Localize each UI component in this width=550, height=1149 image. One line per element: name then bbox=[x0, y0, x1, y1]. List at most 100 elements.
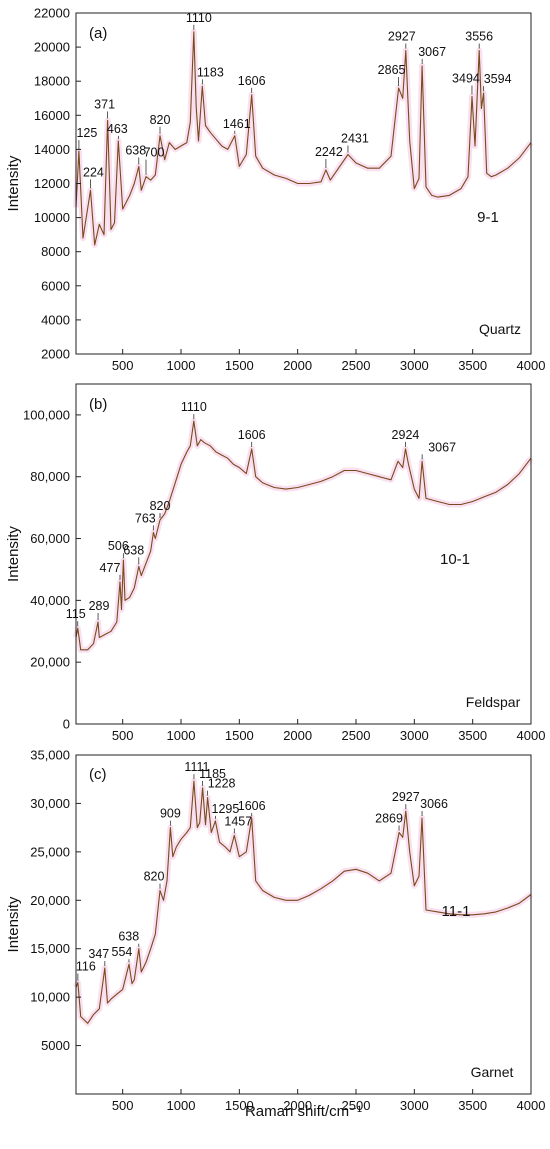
spectrum-line bbox=[75, 420, 532, 651]
peak-label: 554 bbox=[112, 945, 133, 959]
peak-label: 1110 bbox=[186, 11, 212, 25]
y-tick-label: 18000 bbox=[34, 74, 70, 89]
x-tick-label: 2000 bbox=[283, 358, 312, 373]
x-tick-label: 4000 bbox=[517, 358, 546, 373]
x-tick-label: 1500 bbox=[225, 358, 254, 373]
peak-label: 125 bbox=[76, 126, 97, 140]
y-axis-title: Intensity bbox=[5, 896, 22, 952]
y-tick-label: 80,000 bbox=[30, 469, 70, 484]
y-tick-label: 40,000 bbox=[30, 593, 70, 608]
y-tick-label: 15,000 bbox=[30, 941, 70, 956]
peak-label: 1606 bbox=[238, 799, 266, 813]
peak-label: 2242 bbox=[315, 145, 343, 159]
peak-label: 2927 bbox=[392, 790, 420, 804]
peak-label: 1606 bbox=[238, 428, 266, 442]
peak-label: 3594 bbox=[484, 72, 512, 86]
y-tick-label: 5000 bbox=[41, 1038, 70, 1053]
x-tick-label: 4000 bbox=[517, 728, 546, 743]
chart-panel-c: 500 1000 1500 2000 2500 3000 3500 4000 5000 10,00… bbox=[5, 748, 545, 1114]
sample-label: 9-1 bbox=[477, 209, 499, 226]
y-tick-label: 60,000 bbox=[30, 531, 70, 546]
peak-label: 1110 bbox=[181, 400, 207, 414]
peak-label: 638 bbox=[123, 543, 144, 557]
peak-label: 3067 bbox=[418, 45, 446, 59]
peak-label: 371 bbox=[94, 97, 115, 111]
peak-label: 2869 bbox=[375, 811, 403, 825]
peak-label: 763 bbox=[135, 511, 156, 525]
peak-label: 909 bbox=[160, 807, 181, 821]
peak-label: 638 bbox=[118, 930, 139, 944]
y-tick-label: 20,000 bbox=[30, 655, 70, 670]
y-tick-label: 4000 bbox=[41, 312, 70, 327]
sample-label: 10-1 bbox=[440, 551, 470, 568]
peak-label: 463 bbox=[107, 122, 128, 136]
peak-label: 3066 bbox=[420, 797, 448, 811]
peak-label: 289 bbox=[89, 599, 110, 613]
peak-label: 2924 bbox=[392, 428, 420, 442]
x-tick-label: 500 bbox=[112, 1098, 134, 1113]
x-tick-label: 3000 bbox=[400, 728, 429, 743]
peak-label: 3067 bbox=[428, 440, 456, 454]
peak-label: 2431 bbox=[341, 132, 369, 146]
y-axis-title: Intensity bbox=[5, 526, 22, 582]
x-axis-title: Raman shift/cm⁻¹ bbox=[245, 1103, 362, 1120]
x-tick-label: 2000 bbox=[283, 728, 312, 743]
y-tick-label: 20,000 bbox=[30, 893, 70, 908]
spectrum-glow bbox=[73, 28, 534, 248]
x-tick-label: 500 bbox=[112, 728, 134, 743]
spectrum-line bbox=[75, 31, 532, 246]
plot-frame bbox=[75, 383, 532, 725]
chart-panel-b: 500 1000 1500 2000 2500 3000 3500 4000 0 20,000 40… bbox=[5, 383, 546, 743]
peak-label: 2865 bbox=[378, 63, 406, 77]
peak-label: 2927 bbox=[388, 30, 416, 44]
y-tick-label: 22000 bbox=[34, 6, 70, 21]
peak-label: 3556 bbox=[465, 30, 493, 44]
mineral-label: Quartz bbox=[479, 321, 521, 337]
peak-label: 1111 bbox=[184, 760, 209, 774]
x-tick-label: 3500 bbox=[458, 1098, 487, 1113]
plot-frame bbox=[75, 754, 532, 1095]
peak-label: 477 bbox=[100, 561, 121, 575]
x-tick-label: 4000 bbox=[517, 1098, 546, 1113]
spectrum-glow bbox=[73, 418, 534, 653]
x-tick-label: 500 bbox=[112, 358, 134, 373]
peak-label: 347 bbox=[88, 947, 109, 961]
peak-label: 1183 bbox=[197, 65, 224, 79]
peak-label: 224 bbox=[83, 165, 104, 179]
y-tick-label: 25,000 bbox=[30, 844, 70, 859]
y-tick-label: 2000 bbox=[41, 347, 70, 362]
spectrum-line bbox=[75, 780, 532, 1024]
peak-label: 3494 bbox=[452, 72, 480, 86]
x-tick-label: 1500 bbox=[225, 728, 254, 743]
mineral-label: Feldspar bbox=[466, 694, 521, 710]
chart-panel-a: 500 1000 1500 2000 2500 3000 3500 4000 2000 4000 6… bbox=[5, 6, 545, 374]
x-tick-label: 3000 bbox=[400, 1098, 429, 1113]
peak-label: 1185 bbox=[199, 767, 226, 781]
y-tick-label: 100,000 bbox=[23, 407, 70, 422]
peak-label: 1461 bbox=[223, 117, 251, 131]
y-tick-label: 10,000 bbox=[30, 990, 70, 1005]
y-tick-label: 0 bbox=[63, 717, 70, 732]
x-tick-label: 2000 bbox=[283, 1098, 312, 1113]
sample-label: 11-1 bbox=[442, 903, 471, 920]
y-tick-label: 20000 bbox=[34, 40, 70, 55]
x-tick-label: 1000 bbox=[167, 728, 196, 743]
peak-label: 116 bbox=[76, 960, 96, 974]
peak-label: 700 bbox=[144, 146, 165, 160]
x-tick-label: 2500 bbox=[342, 1098, 371, 1113]
y-tick-label: 30,000 bbox=[30, 796, 70, 811]
y-tick-label: 6000 bbox=[41, 278, 70, 293]
x-tick-label: 3500 bbox=[458, 358, 487, 373]
mineral-label: Garnet bbox=[471, 1064, 514, 1080]
x-tick-label: 1000 bbox=[167, 358, 196, 373]
peak-label: 1606 bbox=[238, 74, 266, 88]
y-tick-label: 12000 bbox=[34, 176, 70, 191]
peak-label: 1295 bbox=[212, 802, 240, 816]
peak-label: 820 bbox=[144, 870, 165, 884]
peak-label: 1228 bbox=[208, 777, 236, 791]
x-tick-label: 3000 bbox=[400, 358, 429, 373]
panel-tag: (b) bbox=[89, 396, 107, 413]
x-tick-label: 1000 bbox=[167, 1098, 196, 1113]
y-tick-label: 10000 bbox=[34, 210, 70, 225]
